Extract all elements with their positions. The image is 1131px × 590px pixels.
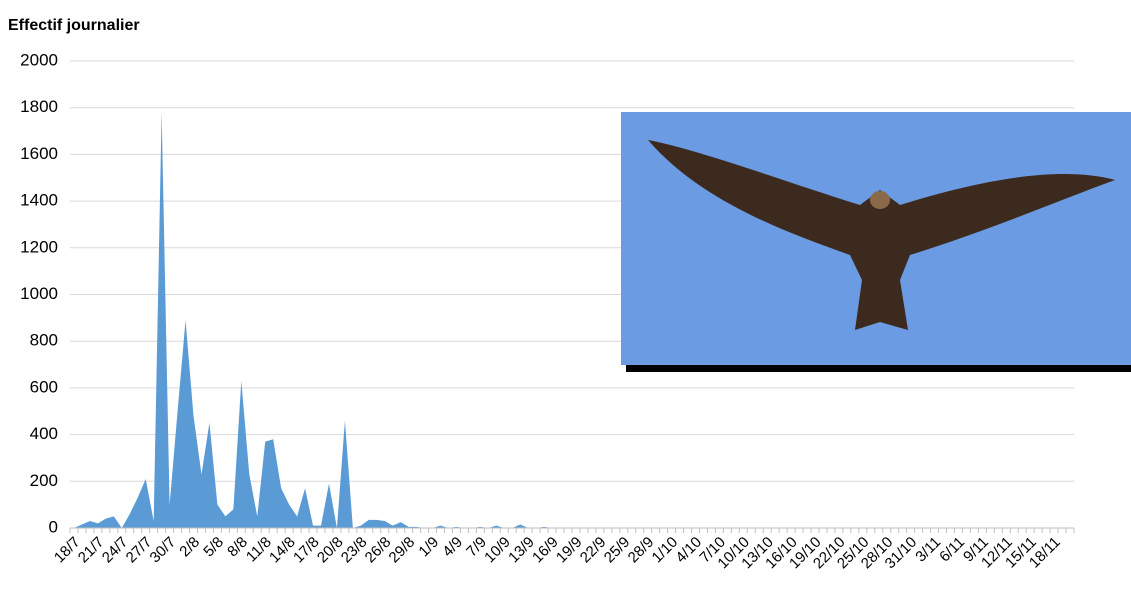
y-tick-label: 1200 <box>20 237 58 256</box>
y-tick-label: 1400 <box>20 191 58 210</box>
y-tick-label: 800 <box>30 331 58 350</box>
chart-title: Effectif journalier <box>8 17 140 34</box>
x-tick-label: 29/8 <box>386 534 419 567</box>
y-tick-label: 600 <box>30 377 58 396</box>
x-tick-label: 2/8 <box>176 534 203 561</box>
x-tick-label: 1/9 <box>415 534 442 561</box>
y-tick-label: 1600 <box>20 144 58 163</box>
x-tick-label: 4/9 <box>439 534 466 561</box>
x-tick-label: 5/8 <box>200 534 227 561</box>
y-tick-label: 400 <box>30 424 58 443</box>
y-tick-label: 200 <box>30 471 58 490</box>
y-tick-label: 1000 <box>20 284 58 303</box>
y-tick-label: 0 <box>49 517 58 536</box>
photo <box>621 112 1131 372</box>
x-tick-label: 30/7 <box>147 534 180 567</box>
y-tick-label: 1800 <box>20 97 58 116</box>
area <box>73 112 1071 529</box>
y-tick-label: 2000 <box>20 50 58 69</box>
